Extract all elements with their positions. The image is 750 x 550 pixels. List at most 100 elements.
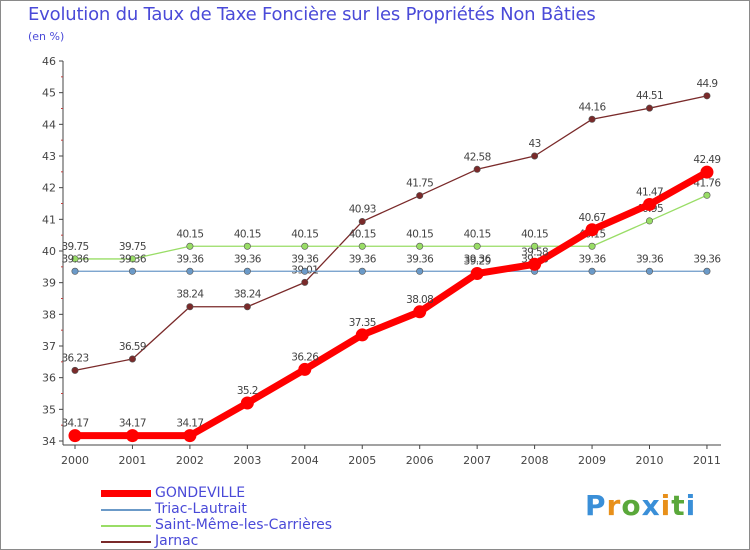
data-label: 39.36: [636, 253, 664, 265]
y-tick-label: 42: [42, 182, 56, 195]
data-point: [301, 267, 309, 275]
data-point: [413, 305, 427, 319]
data-point: [416, 242, 424, 250]
data-label: 40.15: [291, 228, 318, 240]
y-tick-label: 40: [42, 245, 56, 258]
y-tick-label: 37: [42, 340, 56, 353]
data-point: [186, 303, 194, 311]
data-point: [473, 165, 481, 173]
data-label: 39.29: [464, 255, 491, 267]
data-point: [528, 257, 542, 271]
chart-title: Evolution du Taux de Taxe Foncière sur l…: [28, 4, 596, 25]
legend-swatch-gondeville: [101, 490, 151, 497]
data-point: [358, 242, 366, 250]
legend-swatch-triac-lautrait: [101, 509, 151, 511]
data-point: [355, 328, 369, 342]
data-label: 40.93: [349, 204, 376, 216]
data-label: 39.75: [119, 241, 146, 253]
data-point: [298, 362, 312, 376]
data-label: 34.17: [119, 418, 146, 430]
legend-label-triac-lautrait: Triac-Lautrait: [155, 501, 247, 517]
x-tick-label: 2002: [176, 454, 204, 467]
proxiti-logo: Proxiti: [585, 489, 696, 522]
x-tick-label: 2007: [463, 454, 491, 467]
data-label: 39.36: [234, 253, 262, 265]
data-point: [470, 266, 484, 280]
data-point: [588, 267, 596, 275]
chart-subtitle: (en %): [28, 30, 65, 43]
data-point: [243, 303, 251, 311]
chart-axes: 34 35 36 37 38 39 40 41 42 43 44 45 46 2000 2001 2002 20…: [42, 55, 721, 467]
data-label: 39.36: [176, 253, 204, 265]
legend-swatch-jarnac: [101, 541, 151, 543]
data-label: 34.17: [176, 418, 203, 430]
data-point: [703, 267, 711, 275]
data-point: [645, 217, 653, 225]
data-label: 39.36: [119, 253, 147, 265]
logo-letter: i: [660, 489, 672, 522]
data-label: 40.67: [579, 212, 606, 224]
data-label: 37.35: [349, 317, 376, 329]
x-tick-label: 2004: [291, 454, 319, 467]
data-point: [358, 218, 366, 226]
data-point: [128, 255, 136, 263]
data-label: 40.15: [521, 228, 548, 240]
data-label: 36.23: [61, 352, 88, 364]
logo-letter: t: [671, 489, 686, 522]
y-tick-label: 46: [42, 55, 56, 68]
data-point: [243, 267, 251, 275]
data-label: 41.75: [406, 178, 433, 190]
series-line-gondeville: [75, 169, 709, 440]
data-label: 40.15: [176, 228, 203, 240]
legend-label-jarnac: Jarnac: [155, 533, 199, 549]
data-point: [416, 267, 424, 275]
series-triac-lautrait: 39.36 39.36 39.36 39.36 39.36 39.36 39.36 39.36…: [61, 253, 722, 275]
y-tick-label: 35: [42, 403, 56, 416]
logo-letter: P: [585, 489, 607, 522]
data-point: [703, 191, 711, 199]
data-point: [186, 267, 194, 275]
data-point: [128, 267, 136, 275]
data-point: [125, 429, 139, 443]
y-tick-label: 36: [42, 372, 56, 385]
y-tick-label: 41: [42, 213, 56, 226]
data-label: 42.49: [693, 154, 720, 166]
data-label: 44.51: [636, 90, 663, 102]
data-point: [71, 267, 79, 275]
data-label: 40.15: [349, 228, 376, 240]
data-point: [68, 429, 82, 443]
legend-swatch-saint-meme: [101, 525, 151, 527]
data-label: 43: [529, 138, 541, 150]
data-label: 38.08: [406, 294, 433, 306]
x-tick-label: 2008: [521, 454, 549, 467]
data-point: [645, 267, 653, 275]
data-point: [183, 429, 197, 443]
data-point: [128, 355, 136, 363]
data-label: 42.58: [464, 151, 491, 163]
logo-letter: i: [685, 489, 697, 522]
y-tick-label: 43: [42, 150, 56, 163]
data-point: [71, 255, 79, 263]
data-label: 36.26: [291, 351, 319, 363]
data-label: 36.59: [119, 341, 146, 353]
data-point: [643, 197, 656, 211]
data-label: 40.15: [406, 228, 433, 240]
x-tick-label: 2000: [61, 454, 89, 467]
data-label: 38.24: [176, 289, 204, 301]
series-gondeville: 34.17 34.17 34.1735.236.2637.3538.0839.293…: [61, 154, 721, 443]
logo-letter: x: [641, 489, 661, 522]
legend-label-saint-meme: Saint-Même-les-Carrières: [155, 517, 333, 533]
data-point: [243, 242, 251, 250]
data-label: 39.36: [291, 253, 319, 265]
y-tick-label: 39: [42, 277, 56, 290]
series-line-jarnac: [74, 95, 708, 372]
x-tick-label: 2011: [693, 454, 721, 467]
data-label: 41.47: [636, 186, 663, 198]
data-point: [473, 242, 481, 250]
series-line-saint-m-me-les-carri-res: [75, 194, 708, 260]
data-label: 39.36: [579, 253, 607, 265]
data-label: 35.2: [237, 385, 258, 397]
data-point: [645, 104, 653, 112]
